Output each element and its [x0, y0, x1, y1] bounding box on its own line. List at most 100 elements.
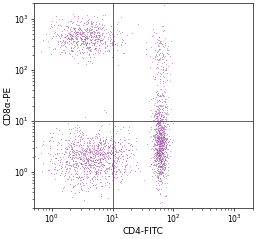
Point: [166, 173, 170, 177]
Point: [164, 68, 168, 72]
Point: [167, 143, 172, 147]
Point: [82, 163, 87, 167]
Point: [122, 170, 126, 174]
Point: [154, 109, 158, 113]
Point: [92, 143, 97, 147]
Point: [60, 40, 64, 44]
Point: [71, 35, 75, 38]
Point: [99, 193, 103, 196]
Point: [77, 175, 81, 179]
Point: [80, 37, 84, 41]
Point: [159, 172, 163, 175]
Point: [72, 39, 76, 43]
Point: [161, 129, 165, 132]
Point: [79, 37, 83, 41]
Point: [118, 32, 122, 35]
Point: [65, 162, 69, 166]
Point: [98, 137, 102, 141]
Point: [163, 167, 167, 171]
Point: [84, 35, 89, 39]
Point: [162, 136, 166, 139]
Point: [88, 180, 92, 184]
Point: [103, 42, 107, 45]
Point: [163, 165, 167, 169]
Point: [162, 135, 166, 139]
Point: [120, 40, 124, 44]
Point: [103, 141, 107, 145]
Point: [76, 14, 80, 18]
Point: [86, 47, 90, 51]
Point: [56, 42, 60, 46]
Point: [159, 113, 163, 117]
Point: [153, 138, 157, 142]
Point: [79, 28, 83, 32]
Point: [60, 40, 64, 44]
Point: [149, 125, 153, 129]
Point: [88, 168, 92, 172]
Point: [79, 162, 83, 165]
Point: [154, 132, 158, 136]
Point: [106, 157, 111, 161]
Point: [94, 47, 98, 50]
Point: [159, 159, 163, 163]
Point: [77, 190, 81, 193]
Point: [79, 28, 83, 32]
Point: [73, 33, 78, 37]
Point: [160, 139, 164, 143]
Point: [67, 42, 71, 45]
Point: [101, 162, 105, 165]
Point: [162, 145, 166, 148]
Point: [155, 148, 159, 152]
Point: [61, 43, 65, 47]
Point: [63, 39, 67, 43]
Point: [158, 155, 162, 159]
Point: [67, 174, 71, 178]
Point: [170, 61, 174, 65]
Point: [160, 93, 164, 97]
Point: [54, 156, 58, 159]
Point: [62, 185, 66, 189]
Point: [89, 163, 93, 167]
Point: [101, 157, 105, 161]
Point: [67, 36, 71, 40]
Point: [117, 154, 121, 158]
Point: [94, 44, 98, 48]
Point: [158, 149, 163, 152]
Point: [98, 159, 102, 163]
Point: [72, 151, 76, 155]
Point: [161, 29, 165, 33]
Point: [102, 163, 106, 167]
Point: [147, 130, 152, 134]
Point: [144, 47, 148, 51]
Point: [107, 165, 111, 169]
Point: [123, 163, 127, 167]
Point: [99, 119, 103, 123]
Point: [164, 176, 168, 180]
Point: [158, 145, 162, 148]
Point: [56, 140, 60, 143]
Point: [98, 147, 102, 150]
Point: [92, 30, 96, 34]
Point: [115, 158, 119, 162]
Point: [115, 169, 119, 173]
Point: [74, 33, 78, 37]
Point: [82, 153, 86, 157]
Point: [156, 117, 160, 121]
Point: [90, 151, 94, 154]
Point: [114, 172, 118, 176]
Point: [107, 145, 111, 149]
Point: [158, 39, 162, 43]
Point: [78, 166, 82, 170]
Point: [158, 144, 162, 148]
Point: [48, 144, 52, 148]
Point: [93, 38, 97, 42]
Point: [157, 123, 162, 126]
Point: [126, 148, 130, 152]
Point: [156, 140, 160, 144]
Point: [95, 28, 99, 32]
Point: [129, 151, 133, 155]
Point: [70, 147, 74, 151]
Point: [159, 169, 163, 173]
Point: [157, 135, 162, 139]
Point: [92, 143, 97, 147]
